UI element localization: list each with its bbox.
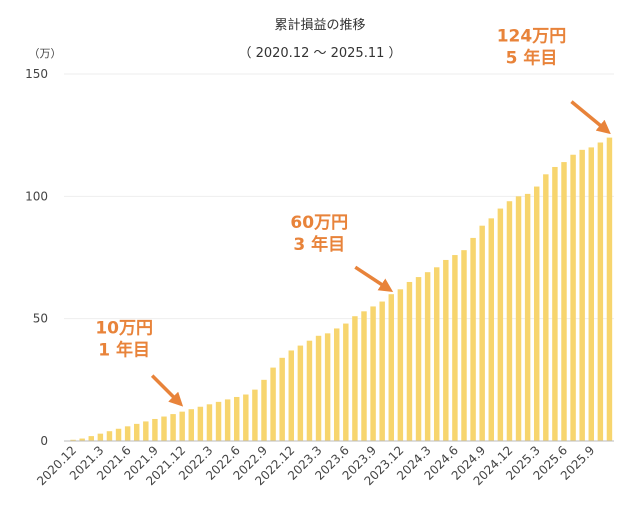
annotation-arrow-0	[150, 374, 184, 407]
bar-2021.7	[134, 423, 140, 441]
bar-2022.12	[288, 350, 294, 441]
bar-2025.3	[534, 186, 540, 441]
bar-2024.1	[406, 281, 413, 441]
bar-2023.12	[397, 289, 404, 441]
bar-2024.7	[461, 250, 467, 441]
bar-2025.10	[597, 142, 604, 442]
bar-2023.9	[370, 306, 376, 441]
bar-2023.10	[379, 301, 385, 441]
x-axis-ticks: 2020.122021.32021.62021.92021.122022.320…	[34, 443, 597, 488]
bar-2025.1	[515, 196, 522, 441]
bar-2022.7	[243, 394, 249, 441]
bar-2021.9	[152, 418, 158, 441]
y-tick-label-3: 150	[25, 67, 48, 81]
bar-2022.3	[206, 404, 213, 441]
bar-2022.2	[197, 406, 204, 441]
bar-2021.10	[161, 416, 167, 441]
y-axis-unit: （万）	[29, 47, 62, 60]
annotation-year-2: 5 年目	[506, 48, 558, 69]
bar-2022.10	[270, 367, 276, 441]
bar-2024.9	[479, 225, 485, 441]
annotation-year-0: 1 年目	[98, 340, 150, 361]
annotation-amount-1: 60万円	[290, 213, 348, 233]
bar-2022.4	[215, 401, 222, 441]
bar-2023.8	[361, 311, 367, 441]
y-axis-ticks: 0 50 100 150	[25, 67, 48, 448]
bar-2024.4	[434, 267, 440, 441]
bar-series	[70, 137, 613, 442]
bar-2024.6	[452, 255, 458, 441]
bar-2021.8	[143, 421, 149, 441]
annotation-arrow-1	[354, 265, 394, 293]
bar-2022.5	[224, 399, 231, 441]
bar-2021.12	[179, 411, 185, 441]
bar-2022.11	[279, 357, 285, 441]
annotation-amount-2: 124万円	[497, 27, 567, 47]
bar-2024.5	[443, 259, 449, 441]
annotation-arrow-2	[570, 100, 611, 135]
bar-2021.3	[97, 433, 104, 441]
bar-2023.6	[343, 323, 349, 441]
bar-2021.6	[124, 426, 131, 441]
bar-2023.5	[334, 328, 340, 441]
chart-title: 累計損益の推移	[274, 17, 365, 33]
bar-2023.3	[315, 335, 322, 441]
bar-2021.5	[115, 428, 122, 441]
bar-2021.1	[79, 438, 85, 441]
bar-2022.6	[234, 396, 240, 441]
bar-2022.1	[188, 409, 194, 441]
y-tick-label-0: 0	[40, 434, 48, 448]
bar-2024.8	[470, 237, 476, 441]
bar-2024.11	[497, 208, 504, 441]
bar-2025.8	[579, 149, 585, 441]
gridlines	[64, 73, 614, 320]
bar-2021.2	[88, 436, 94, 441]
bar-2025.4	[543, 174, 549, 441]
bar-2025.5	[552, 166, 558, 441]
bar-2024.10	[488, 218, 494, 441]
bar-2023.7	[352, 316, 358, 441]
annotation-year-1: 3 年目	[293, 234, 345, 255]
y-tick-label-1: 50	[33, 312, 48, 326]
bar-2023.4	[324, 333, 331, 441]
bar-2025.6	[561, 162, 567, 441]
y-tick-label-2: 100	[25, 189, 48, 203]
bar-2020.12	[70, 439, 76, 441]
bar-2021.11	[170, 414, 176, 441]
bar-2025.7	[570, 154, 576, 442]
bar-2025.11	[606, 137, 613, 441]
annotation-amount-0: 10万円	[95, 319, 153, 339]
bar-2023.1	[297, 345, 304, 441]
bar-2022.8	[252, 389, 258, 441]
bar-2021.4	[106, 431, 113, 441]
x-tick-label-0: 2020.12	[34, 443, 79, 488]
bar-2025.9	[588, 147, 594, 441]
bar-2024.3	[424, 272, 431, 441]
bar-2024.2	[415, 277, 422, 441]
bar-2025.2	[524, 193, 531, 441]
bar-2023.2	[306, 340, 313, 441]
bar-2023.11	[388, 294, 394, 441]
chart-subtitle: （ 2020.12 〜 2025.11 ）	[238, 46, 401, 61]
bar-2024.12	[506, 201, 513, 441]
bar-2022.9	[261, 379, 267, 441]
